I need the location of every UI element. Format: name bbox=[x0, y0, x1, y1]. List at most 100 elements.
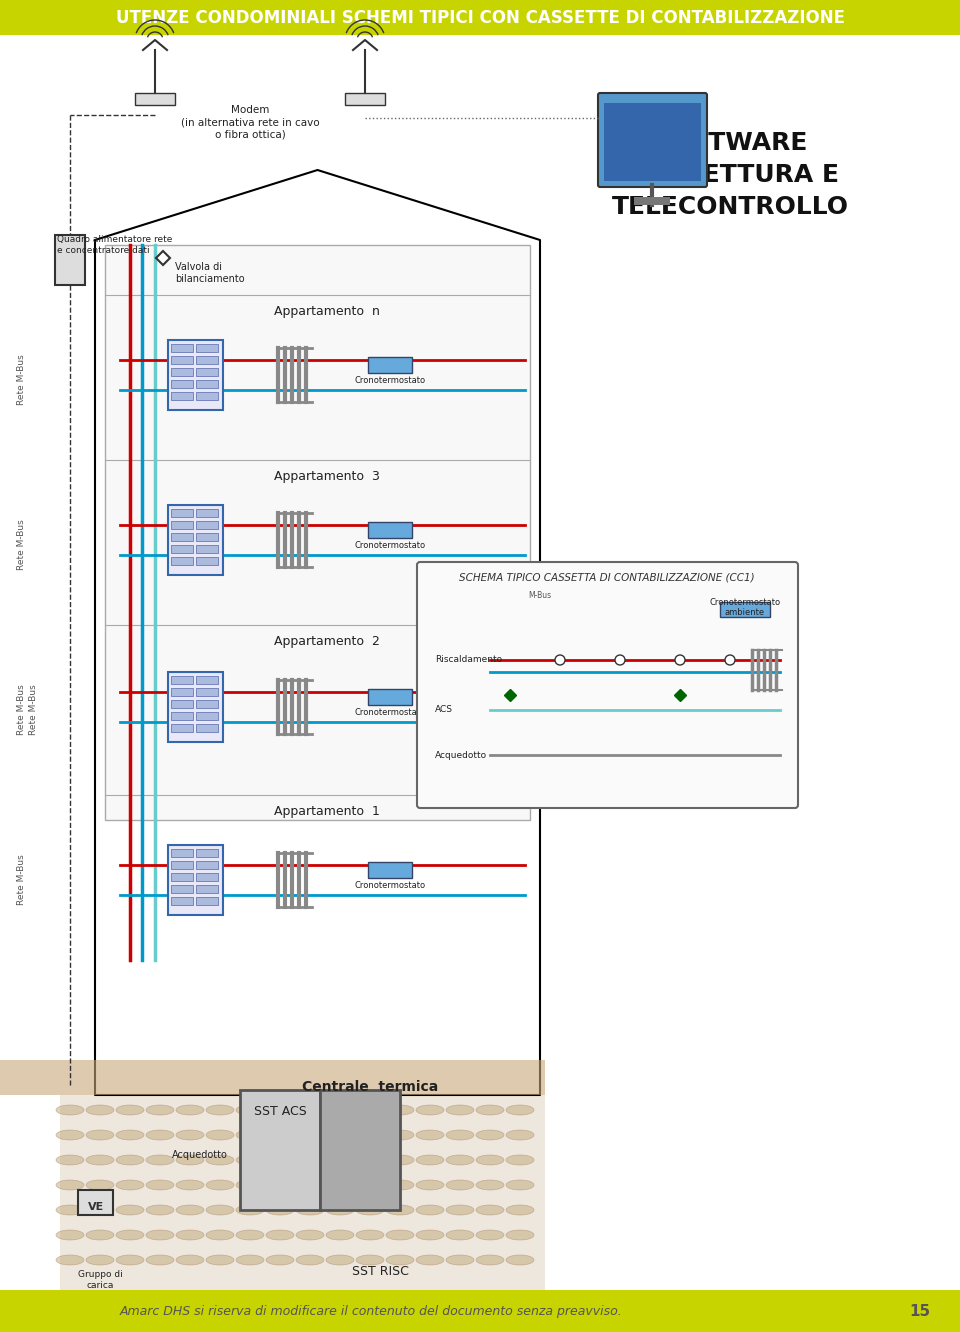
Ellipse shape bbox=[356, 1180, 384, 1189]
Ellipse shape bbox=[326, 1205, 354, 1215]
Ellipse shape bbox=[56, 1180, 84, 1189]
Bar bbox=[171, 380, 193, 388]
Ellipse shape bbox=[266, 1205, 294, 1215]
Bar bbox=[171, 368, 193, 376]
Ellipse shape bbox=[86, 1229, 114, 1240]
Ellipse shape bbox=[356, 1130, 384, 1140]
Ellipse shape bbox=[446, 1229, 474, 1240]
Bar bbox=[0, 1060, 545, 1095]
Bar bbox=[171, 884, 193, 892]
Text: Amarc DHS si riserva di modificare il contenuto del documento senza preavviso.: Amarc DHS si riserva di modificare il co… bbox=[120, 1304, 623, 1317]
Text: Rete M-Bus: Rete M-Bus bbox=[17, 855, 27, 906]
Bar bbox=[196, 521, 218, 529]
Text: Cronotermostato: Cronotermostato bbox=[354, 541, 425, 550]
Bar bbox=[171, 713, 193, 721]
Text: Modem
(in alternativa rete in cavo
o fibra ottica): Modem (in alternativa rete in cavo o fib… bbox=[180, 105, 320, 140]
Ellipse shape bbox=[476, 1130, 504, 1140]
Bar bbox=[196, 701, 218, 709]
Ellipse shape bbox=[296, 1130, 324, 1140]
Text: Rete M-Bus: Rete M-Bus bbox=[17, 685, 27, 735]
Bar bbox=[55, 234, 85, 285]
Ellipse shape bbox=[116, 1155, 144, 1166]
Bar bbox=[171, 521, 193, 529]
Ellipse shape bbox=[326, 1229, 354, 1240]
Text: Appartamento  2: Appartamento 2 bbox=[275, 635, 380, 647]
Bar bbox=[196, 344, 218, 352]
Ellipse shape bbox=[56, 1229, 84, 1240]
Ellipse shape bbox=[266, 1130, 294, 1140]
Bar bbox=[0, 0, 960, 35]
Ellipse shape bbox=[356, 1155, 384, 1166]
Ellipse shape bbox=[236, 1255, 264, 1265]
Bar bbox=[368, 689, 412, 705]
Ellipse shape bbox=[146, 1205, 174, 1215]
Ellipse shape bbox=[176, 1255, 204, 1265]
Ellipse shape bbox=[326, 1130, 354, 1140]
Ellipse shape bbox=[266, 1155, 294, 1166]
Text: M-Bus: M-Bus bbox=[528, 590, 552, 599]
Circle shape bbox=[555, 655, 565, 665]
Bar bbox=[171, 509, 193, 517]
Bar bbox=[196, 356, 218, 364]
Text: Acquedotto: Acquedotto bbox=[172, 1150, 228, 1160]
Ellipse shape bbox=[86, 1255, 114, 1265]
Ellipse shape bbox=[296, 1155, 324, 1166]
Ellipse shape bbox=[296, 1205, 324, 1215]
Ellipse shape bbox=[296, 1255, 324, 1265]
Ellipse shape bbox=[416, 1155, 444, 1166]
Bar bbox=[604, 103, 701, 181]
Bar bbox=[135, 93, 175, 105]
Bar bbox=[171, 896, 193, 904]
Ellipse shape bbox=[56, 1130, 84, 1140]
Text: Acquedotto: Acquedotto bbox=[435, 750, 487, 759]
Bar bbox=[196, 860, 218, 868]
Bar bbox=[0, 1289, 960, 1332]
Ellipse shape bbox=[266, 1255, 294, 1265]
Ellipse shape bbox=[146, 1130, 174, 1140]
Ellipse shape bbox=[206, 1106, 234, 1115]
Ellipse shape bbox=[146, 1229, 174, 1240]
Ellipse shape bbox=[236, 1205, 264, 1215]
Text: SST ACS: SST ACS bbox=[253, 1106, 306, 1118]
Bar bbox=[171, 392, 193, 400]
Ellipse shape bbox=[86, 1180, 114, 1189]
Ellipse shape bbox=[476, 1255, 504, 1265]
Ellipse shape bbox=[506, 1180, 534, 1189]
Ellipse shape bbox=[386, 1205, 414, 1215]
Text: Appartamento  3: Appartamento 3 bbox=[275, 470, 380, 484]
Ellipse shape bbox=[86, 1205, 114, 1215]
Bar bbox=[196, 533, 218, 541]
Ellipse shape bbox=[326, 1255, 354, 1265]
Ellipse shape bbox=[506, 1130, 534, 1140]
Ellipse shape bbox=[296, 1106, 324, 1115]
Bar bbox=[196, 509, 218, 517]
Circle shape bbox=[675, 655, 685, 665]
Bar bbox=[368, 357, 412, 373]
Ellipse shape bbox=[506, 1255, 534, 1265]
Bar bbox=[168, 505, 223, 575]
Bar bbox=[196, 872, 218, 880]
Bar bbox=[196, 557, 218, 565]
Ellipse shape bbox=[116, 1255, 144, 1265]
Ellipse shape bbox=[416, 1130, 444, 1140]
Text: Cronotermostato: Cronotermostato bbox=[354, 880, 425, 890]
FancyBboxPatch shape bbox=[417, 562, 798, 809]
Ellipse shape bbox=[56, 1205, 84, 1215]
Bar bbox=[171, 557, 193, 565]
Text: UTENZE CONDOMINIALI SCHEMI TIPICI CON CASSETTE DI CONTABILIZZAZIONE: UTENZE CONDOMINIALI SCHEMI TIPICI CON CA… bbox=[115, 9, 845, 27]
Ellipse shape bbox=[416, 1205, 444, 1215]
Ellipse shape bbox=[176, 1130, 204, 1140]
Text: Cronotermostato: Cronotermostato bbox=[354, 709, 425, 717]
Ellipse shape bbox=[326, 1180, 354, 1189]
Ellipse shape bbox=[386, 1155, 414, 1166]
Bar bbox=[171, 344, 193, 352]
Ellipse shape bbox=[146, 1180, 174, 1189]
Ellipse shape bbox=[476, 1155, 504, 1166]
Ellipse shape bbox=[356, 1229, 384, 1240]
Text: Quadro alimentatore rete
e concentratore dati: Quadro alimentatore rete e concentratore… bbox=[57, 234, 173, 256]
Bar bbox=[368, 862, 412, 878]
Ellipse shape bbox=[296, 1180, 324, 1189]
Circle shape bbox=[725, 655, 735, 665]
Ellipse shape bbox=[446, 1255, 474, 1265]
Text: VE: VE bbox=[88, 1201, 104, 1212]
